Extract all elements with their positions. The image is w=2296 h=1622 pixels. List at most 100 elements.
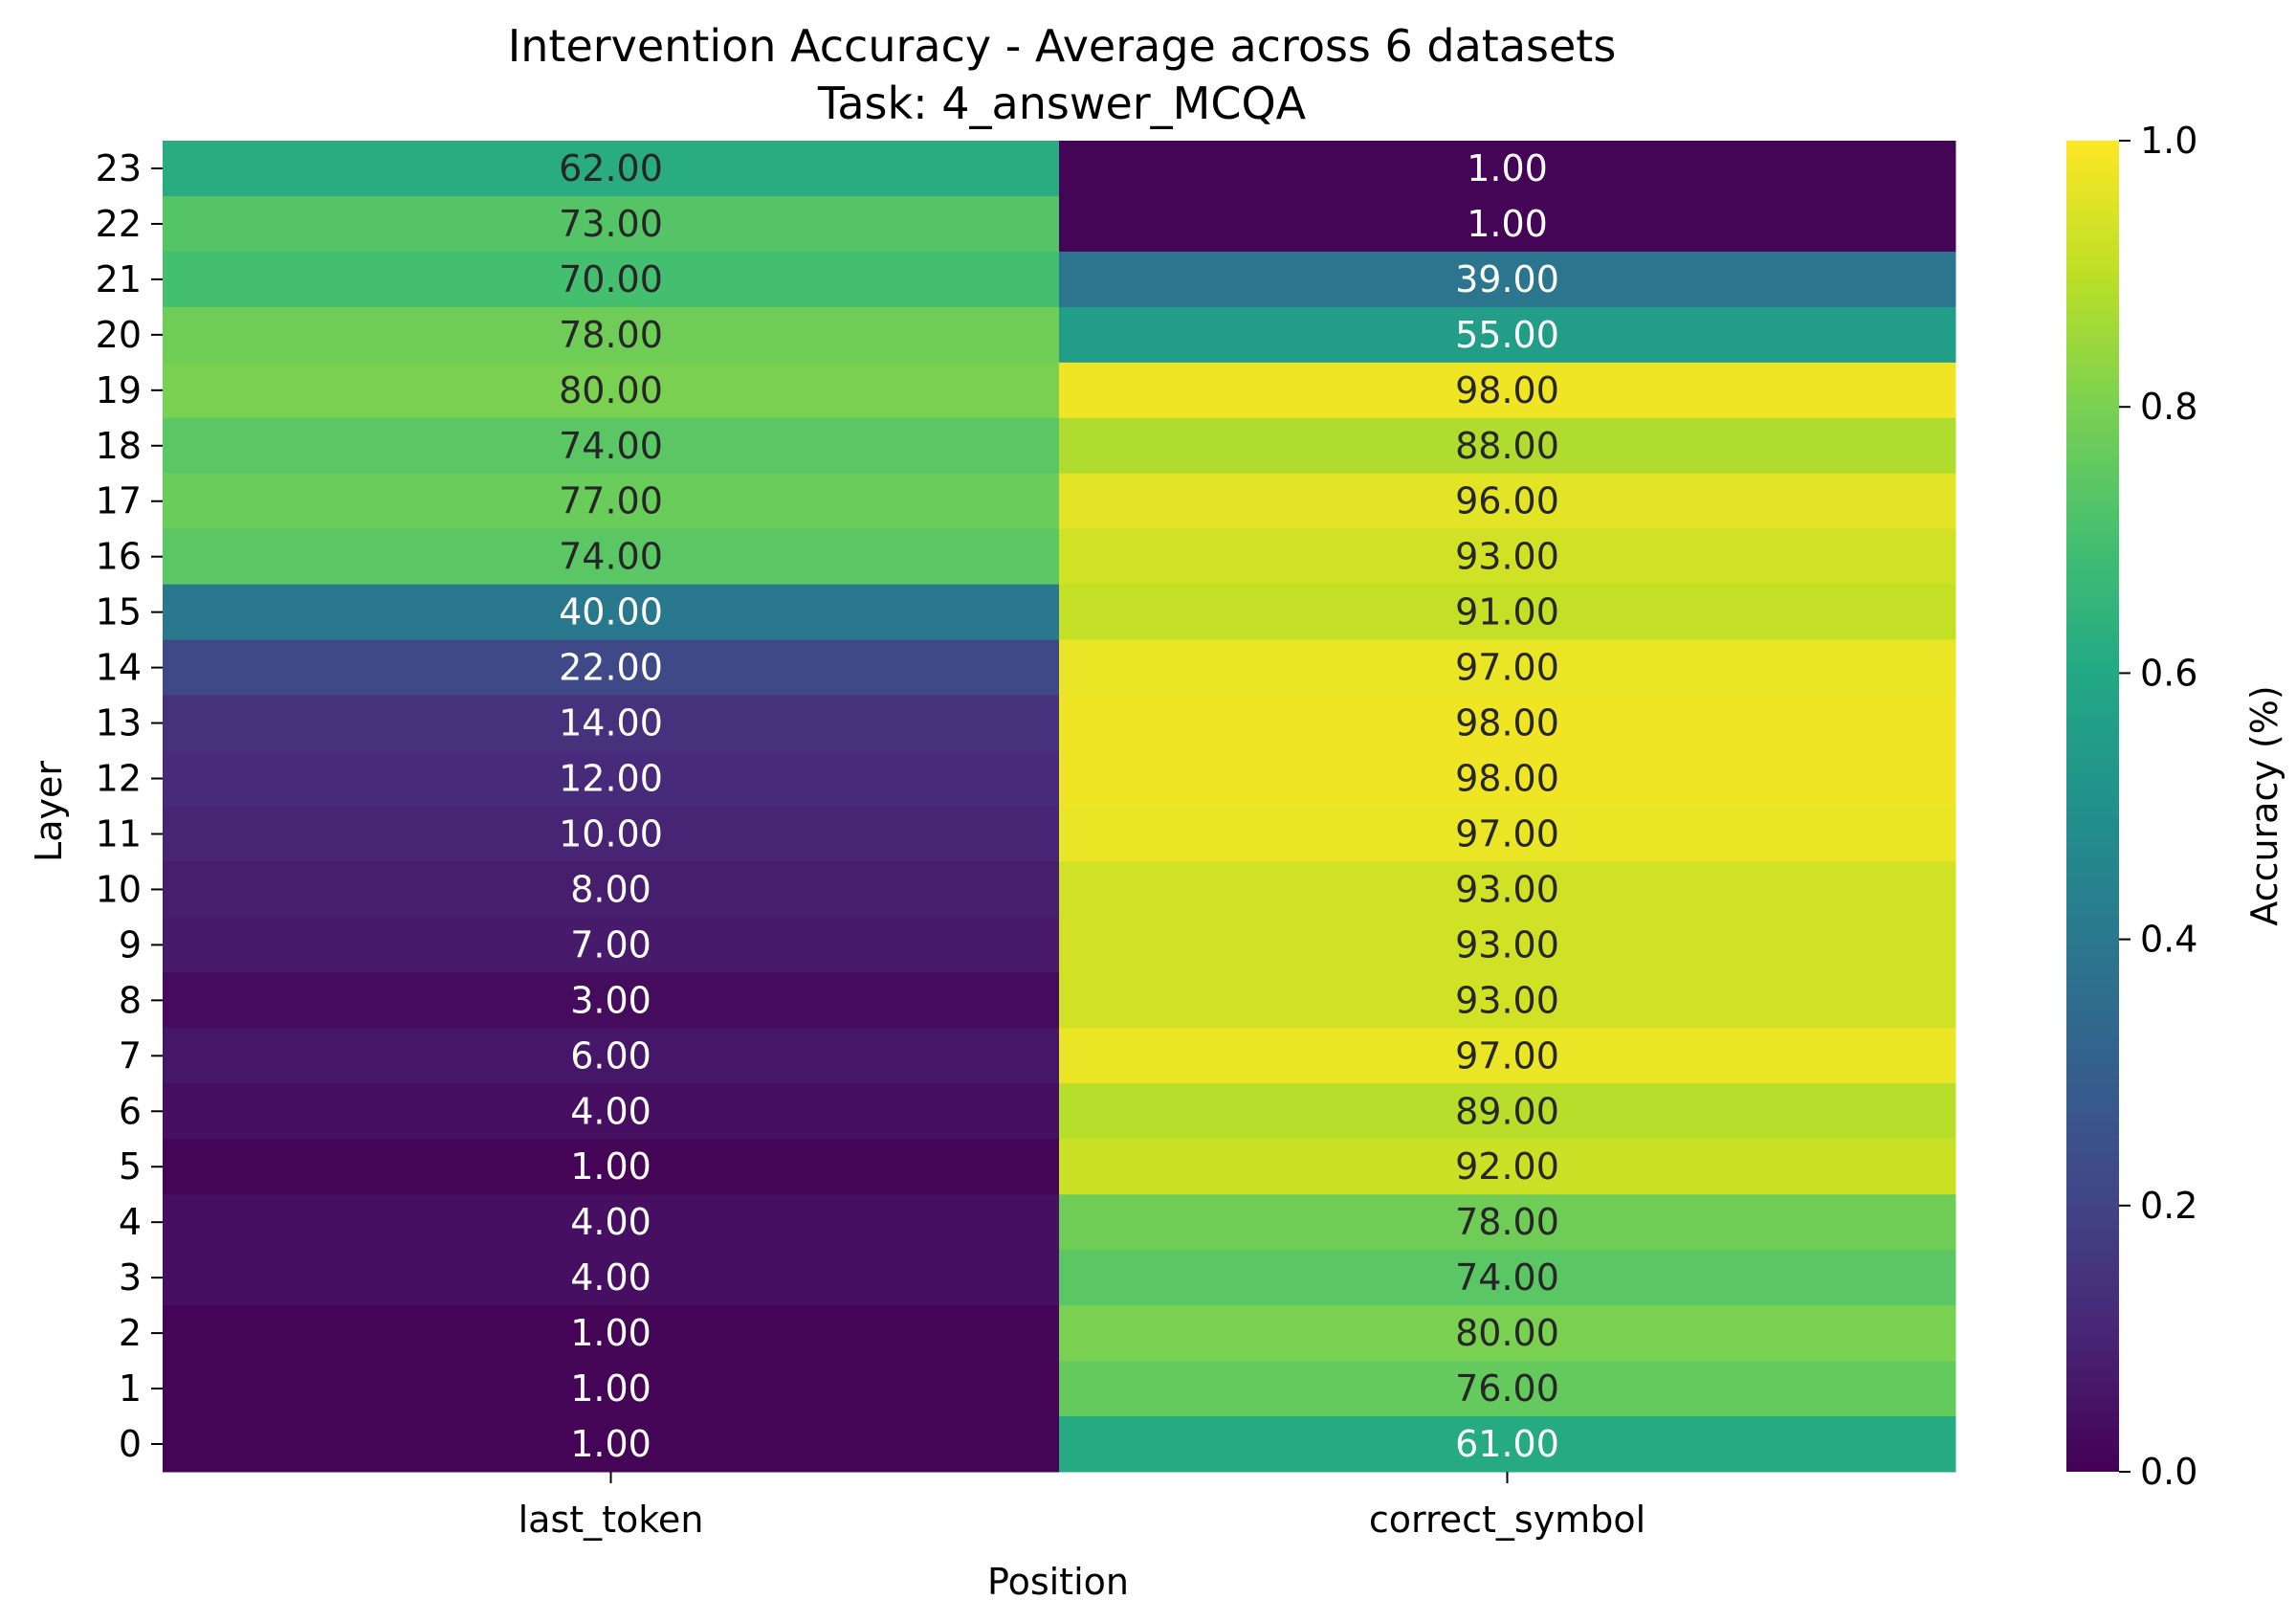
cell-value-label: 22.00: [559, 647, 663, 689]
y-tick-label: 11: [96, 812, 142, 855]
cell-value-label: 74.00: [559, 536, 663, 578]
heatmap-cell: [1059, 473, 1956, 530]
heatmap-cell: [1059, 1083, 1956, 1140]
cell-value-label: 93.00: [1455, 923, 1559, 966]
heatmap-cell: [163, 1305, 1060, 1362]
y-tick-label: 15: [96, 591, 142, 633]
colorbar-tick-label: 0.4: [2140, 919, 2197, 961]
heatmap-cell: [1059, 1139, 1956, 1195]
cell-value-label: 6.00: [570, 1034, 651, 1077]
y-axis-label: Layer: [28, 761, 70, 862]
colorbar-ticks: 0.0 0.2 0.4 0.6 0.8 1.0: [2119, 120, 2197, 1493]
heatmap-cell: [1059, 584, 1956, 641]
heatmap-cells: 62.00 1.00 73.00 1.00 70.00 39.00 78.00 55.00 80…: [163, 141, 1956, 1473]
cell-value-label: 97.00: [1455, 1034, 1559, 1077]
y-tick-label: 8: [119, 979, 142, 1021]
colorbar-tick-label: 0.8: [2140, 386, 2197, 428]
cell-value-label: 1.00: [570, 1145, 651, 1188]
cell-value-label: 14.00: [559, 702, 663, 744]
cell-value-label: 1.00: [570, 1367, 651, 1410]
cell-value-label: 4.00: [570, 1256, 651, 1299]
heatmap-cell: [163, 141, 1060, 197]
heatmap-cell: [163, 917, 1060, 973]
y-tick-label: 7: [119, 1034, 142, 1077]
heatmap-cell: [163, 417, 1060, 475]
cell-value-label: 1.00: [1467, 147, 1548, 189]
heatmap-cell: [1059, 861, 1956, 918]
heatmap-cell: [163, 195, 1060, 253]
heatmap-cell: [1059, 1305, 1956, 1362]
cell-value-label: 40.00: [559, 591, 663, 633]
y-tick-label: 20: [96, 314, 142, 356]
heatmap-cell: [163, 1083, 1060, 1140]
y-tick-label: 5: [119, 1145, 142, 1188]
cell-value-label: 4.00: [570, 1090, 651, 1132]
heatmap-cell: [1059, 528, 1956, 586]
y-tick-label: 4: [119, 1201, 142, 1243]
heatmap-cell: [163, 251, 1060, 308]
cell-value-label: 80.00: [1455, 1312, 1559, 1354]
heatmap-cell: [163, 362, 1060, 419]
cell-value-label: 73.00: [559, 203, 663, 245]
cell-value-label: 74.00: [1455, 1256, 1559, 1299]
cell-value-label: 78.00: [559, 314, 663, 356]
y-tick-label: 6: [119, 1090, 142, 1132]
heatmap-cell: [1059, 195, 1956, 253]
heatmap-cell: [163, 861, 1060, 918]
y-tick-label: 17: [96, 480, 142, 522]
y-tick-label: 16: [96, 536, 142, 578]
colorbar-tick-label: 1.0: [2140, 120, 2197, 162]
heatmap-cell: [163, 639, 1060, 697]
heatmap-cell: [163, 1194, 1060, 1251]
heatmap-cell: [1059, 750, 1956, 807]
y-tick-label: 18: [96, 425, 142, 467]
cell-value-label: 96.00: [1455, 480, 1559, 522]
y-tick-label: 19: [96, 369, 142, 411]
heatmap-cell: [163, 473, 1060, 530]
chart-subtitle: Task: 4_answer_MCQA: [817, 78, 1307, 129]
cell-value-label: 74.00: [559, 425, 663, 467]
cell-value-label: 1.00: [570, 1423, 651, 1465]
heatmap-cell: [163, 695, 1060, 752]
cell-value-label: 10.00: [559, 812, 663, 855]
cell-value-label: 97.00: [1455, 812, 1559, 855]
cell-value-label: 88.00: [1455, 425, 1559, 467]
heatmap-cell: [1059, 1194, 1956, 1251]
colorbar-label: Accuracy (%): [2243, 685, 2285, 925]
heatmap-cell: [1059, 1028, 1956, 1084]
heatmap-cell: [1059, 917, 1956, 973]
heatmap-cell: [1059, 695, 1956, 752]
cell-value-label: 62.00: [559, 147, 663, 189]
heatmap-cell: [1059, 251, 1956, 308]
heatmap-cell: [163, 1139, 1060, 1195]
colorbar-tick-label: 0.2: [2140, 1185, 2197, 1227]
cell-value-label: 7.00: [570, 923, 651, 966]
cell-value-label: 89.00: [1455, 1090, 1559, 1132]
cell-value-label: 93.00: [1455, 868, 1559, 910]
cell-value-label: 39.00: [1455, 258, 1559, 300]
colorbar-tick-label: 0.0: [2140, 1451, 2197, 1493]
y-tick-label: 21: [96, 258, 142, 300]
heatmap-cell: [163, 528, 1060, 586]
heatmap-cell: [1059, 972, 1956, 1029]
cell-value-label: 61.00: [1455, 1423, 1559, 1465]
heatmap-cell: [1059, 639, 1956, 697]
y-tick-label: 22: [96, 203, 142, 245]
cell-value-label: 4.00: [570, 1201, 651, 1243]
y-tick-label: 10: [96, 868, 142, 910]
cell-value-label: 1.00: [570, 1312, 651, 1354]
y-tick-label: 2: [119, 1312, 142, 1354]
heatmap-cell: [1059, 806, 1956, 862]
cell-value-label: 97.00: [1455, 647, 1559, 689]
y-tick-label: 1: [119, 1367, 142, 1410]
cell-value-label: 91.00: [1455, 591, 1559, 633]
heatmap-cell: [163, 750, 1060, 807]
cell-value-label: 93.00: [1455, 979, 1559, 1021]
y-tick-label: 9: [119, 923, 142, 966]
heatmap-cell: [163, 1250, 1060, 1306]
heatmap-cell: [1059, 417, 1956, 475]
x-axis-label: Position: [987, 1561, 1129, 1603]
x-tick-labels: last_token correct_symbol: [519, 1472, 1645, 1541]
y-tick-label: 14: [96, 647, 142, 689]
cell-value-label: 78.00: [1455, 1201, 1559, 1243]
